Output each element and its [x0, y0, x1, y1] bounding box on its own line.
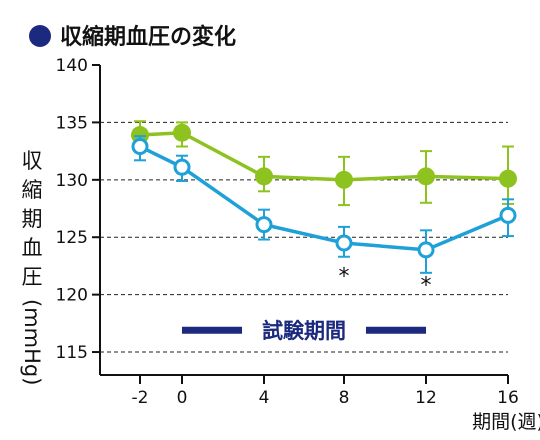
data-point: [335, 170, 353, 189]
series-line: [139, 130, 509, 182]
data-point: [417, 241, 435, 259]
data-point: [499, 169, 517, 188]
x-tick-label: 16: [497, 388, 519, 408]
significance-asterisk: *: [421, 274, 432, 299]
x-tick-label: 4: [259, 388, 270, 408]
y-tick-label: 120: [56, 286, 88, 306]
data-point: [173, 123, 191, 142]
series-line: [139, 144, 509, 252]
axes: [99, 65, 508, 376]
y-tick-label: 115: [56, 343, 88, 363]
x-axis-label: 期間(週): [472, 411, 540, 433]
x-tick-labels: -2 0 4 8 12 16: [132, 375, 519, 408]
data-point: [417, 167, 435, 186]
y-tick-labels: 115 120 125 130 135 140: [56, 56, 100, 363]
data-point: [335, 234, 353, 252]
series-1: [131, 135, 517, 274]
chart-title: 収縮期血圧の変化: [60, 24, 236, 50]
y-axis-label-stacked: 収縮期血圧: [22, 149, 43, 289]
y-tick-label: 135: [56, 113, 88, 133]
x-tick-label: 8: [339, 388, 350, 408]
y-axis-label: 収縮期血圧 (mmHg): [20, 149, 44, 385]
data-point: [255, 216, 273, 234]
x-tick-label: -2: [132, 388, 149, 408]
x-tick-label: 12: [415, 388, 437, 408]
data-series: [131, 120, 517, 274]
data-point: [255, 167, 273, 186]
y-tick-label: 125: [56, 228, 88, 248]
data-point: [173, 158, 191, 176]
y-axis-label-unit: (mmHg): [20, 299, 44, 385]
data-point: [131, 138, 149, 156]
y-tick-label: 140: [56, 56, 88, 76]
significance-markers: * *: [339, 264, 432, 298]
significance-asterisk: *: [339, 264, 350, 289]
y-tick-label: 130: [56, 171, 88, 191]
x-tick-label: 0: [177, 388, 188, 408]
trial-period-band: 試験期間: [182, 319, 426, 343]
title-bullet-icon: [29, 25, 51, 47]
data-point: [499, 206, 517, 224]
trial-period-label: 試験期間: [262, 319, 346, 343]
